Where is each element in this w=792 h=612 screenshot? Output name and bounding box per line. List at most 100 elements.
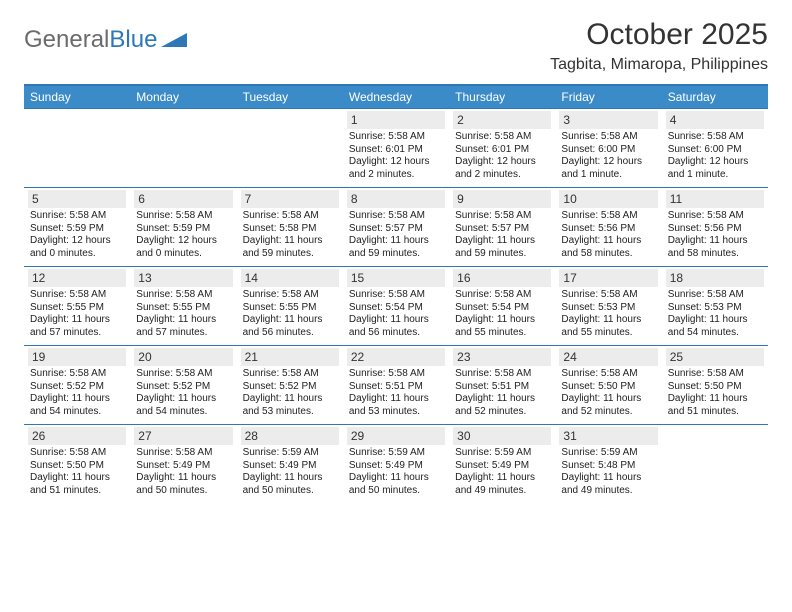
sunset-text: Sunset: 5:52 PM (243, 381, 337, 394)
daylight-text: Daylight: 11 hours and 53 minutes. (243, 393, 337, 418)
day-details: Sunrise: 5:58 AMSunset: 5:52 PMDaylight:… (241, 366, 339, 418)
daylight-text: Daylight: 11 hours and 54 minutes. (136, 393, 230, 418)
day-number: 31 (559, 427, 657, 445)
day-cell: 5Sunrise: 5:58 AMSunset: 5:59 PMDaylight… (24, 188, 130, 266)
day-number: 10 (559, 190, 657, 208)
day-number: 11 (666, 190, 764, 208)
day-cell: 6Sunrise: 5:58 AMSunset: 5:59 PMDaylight… (130, 188, 236, 266)
day-number: 15 (347, 269, 445, 287)
sunset-text: Sunset: 5:55 PM (30, 302, 124, 315)
sunrise-text: Sunrise: 5:58 AM (243, 210, 337, 223)
day-details: Sunrise: 5:58 AMSunset: 5:53 PMDaylight:… (666, 287, 764, 339)
sunset-text: Sunset: 5:50 PM (30, 460, 124, 473)
day-number: 5 (28, 190, 126, 208)
day-number (134, 111, 232, 115)
sunset-text: Sunset: 5:53 PM (561, 302, 655, 315)
day-cell (24, 109, 130, 187)
daylight-text: Daylight: 11 hours and 52 minutes. (561, 393, 655, 418)
sunset-text: Sunset: 5:52 PM (136, 381, 230, 394)
day-details: Sunrise: 5:58 AMSunset: 5:55 PMDaylight:… (134, 287, 232, 339)
day-details: Sunrise: 5:58 AMSunset: 5:54 PMDaylight:… (347, 287, 445, 339)
sunrise-text: Sunrise: 5:58 AM (561, 210, 655, 223)
day-number: 25 (666, 348, 764, 366)
sunrise-text: Sunrise: 5:58 AM (455, 131, 549, 144)
day-cell: 20Sunrise: 5:58 AMSunset: 5:52 PMDayligh… (130, 346, 236, 424)
sunrise-text: Sunrise: 5:58 AM (668, 210, 762, 223)
sunrise-text: Sunrise: 5:58 AM (30, 289, 124, 302)
day-cell: 15Sunrise: 5:58 AMSunset: 5:54 PMDayligh… (343, 267, 449, 345)
daylight-text: Daylight: 11 hours and 50 minutes. (136, 472, 230, 497)
day-cell: 8Sunrise: 5:58 AMSunset: 5:57 PMDaylight… (343, 188, 449, 266)
day-details: Sunrise: 5:58 AMSunset: 5:52 PMDaylight:… (28, 366, 126, 418)
day-number: 3 (559, 111, 657, 129)
day-details: Sunrise: 5:58 AMSunset: 5:50 PMDaylight:… (666, 366, 764, 418)
day-cell: 27Sunrise: 5:58 AMSunset: 5:49 PMDayligh… (130, 425, 236, 503)
day-number: 7 (241, 190, 339, 208)
sunrise-text: Sunrise: 5:59 AM (455, 447, 549, 460)
daylight-text: Daylight: 11 hours and 58 minutes. (561, 235, 655, 260)
day-number: 2 (453, 111, 551, 129)
daylight-text: Daylight: 11 hours and 58 minutes. (668, 235, 762, 260)
sunrise-text: Sunrise: 5:58 AM (243, 368, 337, 381)
day-number: 30 (453, 427, 551, 445)
day-cell: 12Sunrise: 5:58 AMSunset: 5:55 PMDayligh… (24, 267, 130, 345)
sunset-text: Sunset: 5:55 PM (136, 302, 230, 315)
day-details: Sunrise: 5:59 AMSunset: 5:48 PMDaylight:… (559, 445, 657, 497)
day-details: Sunrise: 5:58 AMSunset: 5:52 PMDaylight:… (134, 366, 232, 418)
day-details: Sunrise: 5:58 AMSunset: 5:49 PMDaylight:… (134, 445, 232, 497)
sunset-text: Sunset: 6:00 PM (561, 144, 655, 157)
day-cell: 21Sunrise: 5:58 AMSunset: 5:52 PMDayligh… (237, 346, 343, 424)
day-cell: 18Sunrise: 5:58 AMSunset: 5:53 PMDayligh… (662, 267, 768, 345)
daylight-text: Daylight: 11 hours and 56 minutes. (349, 314, 443, 339)
sunset-text: Sunset: 6:01 PM (349, 144, 443, 157)
day-cell: 22Sunrise: 5:58 AMSunset: 5:51 PMDayligh… (343, 346, 449, 424)
day-number: 20 (134, 348, 232, 366)
sunset-text: Sunset: 5:49 PM (349, 460, 443, 473)
daylight-text: Daylight: 11 hours and 59 minutes. (455, 235, 549, 260)
day-cell (130, 109, 236, 187)
day-cell: 17Sunrise: 5:58 AMSunset: 5:53 PMDayligh… (555, 267, 661, 345)
calendar: Sunday Monday Tuesday Wednesday Thursday… (24, 84, 768, 503)
day-details: Sunrise: 5:58 AMSunset: 5:54 PMDaylight:… (453, 287, 551, 339)
day-details: Sunrise: 5:58 AMSunset: 6:01 PMDaylight:… (453, 129, 551, 181)
sunset-text: Sunset: 5:51 PM (455, 381, 549, 394)
sunset-text: Sunset: 5:59 PM (30, 223, 124, 236)
day-header-wed: Wednesday (343, 86, 449, 108)
day-cell: 30Sunrise: 5:59 AMSunset: 5:49 PMDayligh… (449, 425, 555, 503)
day-cell: 25Sunrise: 5:58 AMSunset: 5:50 PMDayligh… (662, 346, 768, 424)
day-cell (237, 109, 343, 187)
sunrise-text: Sunrise: 5:58 AM (136, 447, 230, 460)
daylight-text: Daylight: 12 hours and 1 minute. (668, 156, 762, 181)
week-row: 19Sunrise: 5:58 AMSunset: 5:52 PMDayligh… (24, 345, 768, 424)
day-cell: 7Sunrise: 5:58 AMSunset: 5:58 PMDaylight… (237, 188, 343, 266)
day-details: Sunrise: 5:58 AMSunset: 6:00 PMDaylight:… (666, 129, 764, 181)
day-details: Sunrise: 5:58 AMSunset: 5:51 PMDaylight:… (347, 366, 445, 418)
sunset-text: Sunset: 5:52 PM (30, 381, 124, 394)
day-details: Sunrise: 5:59 AMSunset: 5:49 PMDaylight:… (347, 445, 445, 497)
day-details: Sunrise: 5:58 AMSunset: 5:53 PMDaylight:… (559, 287, 657, 339)
sunrise-text: Sunrise: 5:59 AM (561, 447, 655, 460)
sunrise-text: Sunrise: 5:58 AM (349, 210, 443, 223)
sunset-text: Sunset: 5:56 PM (668, 223, 762, 236)
week-row: 12Sunrise: 5:58 AMSunset: 5:55 PMDayligh… (24, 266, 768, 345)
calendar-page: GeneralBlue October 2025 Tagbita, Mimaro… (0, 0, 792, 521)
day-number: 13 (134, 269, 232, 287)
day-details: Sunrise: 5:58 AMSunset: 5:59 PMDaylight:… (28, 208, 126, 260)
logo-triangle-icon (161, 26, 187, 54)
day-cell (662, 425, 768, 503)
day-details: Sunrise: 5:58 AMSunset: 5:50 PMDaylight:… (559, 366, 657, 418)
day-number: 12 (28, 269, 126, 287)
day-cell: 2Sunrise: 5:58 AMSunset: 6:01 PMDaylight… (449, 109, 555, 187)
day-number (28, 111, 126, 115)
daylight-text: Daylight: 11 hours and 52 minutes. (455, 393, 549, 418)
day-cell: 31Sunrise: 5:59 AMSunset: 5:48 PMDayligh… (555, 425, 661, 503)
day-cell: 26Sunrise: 5:58 AMSunset: 5:50 PMDayligh… (24, 425, 130, 503)
sunset-text: Sunset: 5:53 PM (668, 302, 762, 315)
day-cell: 28Sunrise: 5:59 AMSunset: 5:49 PMDayligh… (237, 425, 343, 503)
day-number: 9 (453, 190, 551, 208)
week-row: 5Sunrise: 5:58 AMSunset: 5:59 PMDaylight… (24, 187, 768, 266)
month-title: October 2025 (550, 18, 768, 52)
day-number: 6 (134, 190, 232, 208)
daylight-text: Daylight: 11 hours and 55 minutes. (561, 314, 655, 339)
day-cell: 29Sunrise: 5:59 AMSunset: 5:49 PMDayligh… (343, 425, 449, 503)
